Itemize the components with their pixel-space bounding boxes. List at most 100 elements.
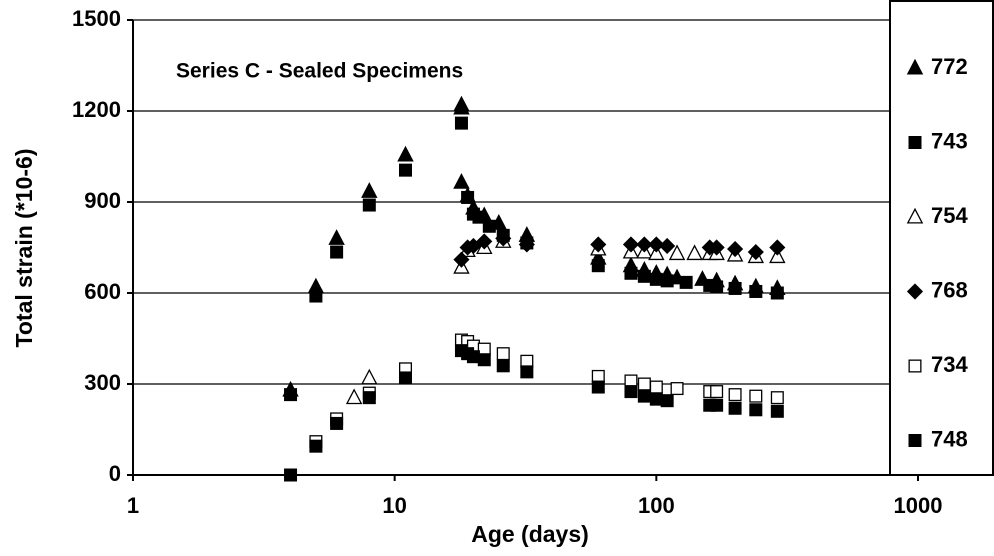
marker-square [637, 377, 651, 391]
y-tick-label: 0 [109, 461, 121, 486]
marker-square [637, 269, 651, 283]
marker-triangle [668, 244, 686, 261]
marker-triangle [328, 229, 345, 245]
y-tick-label: 600 [84, 279, 121, 304]
marker-square [398, 371, 412, 385]
marker-square [330, 245, 344, 259]
marker-square [624, 266, 638, 280]
marker-square [749, 403, 763, 417]
marker-square [362, 391, 376, 405]
legend-label: 768 [931, 277, 968, 302]
marker-triangle [361, 182, 378, 198]
marker-triangle [397, 145, 414, 162]
y-tick-label: 1500 [72, 6, 121, 31]
marker-diamond [659, 237, 676, 255]
marker-triangle [769, 247, 786, 264]
marker-square [660, 394, 674, 408]
marker-diamond [906, 283, 924, 300]
marker-triangle [906, 58, 924, 75]
marker-square [679, 275, 693, 289]
marker-diamond [648, 236, 665, 253]
marker-square [908, 135, 922, 149]
legend-label: 743 [931, 128, 968, 153]
marker-diamond [636, 236, 653, 253]
marker-diamond [769, 239, 786, 256]
marker-square [284, 388, 298, 402]
marker-square [330, 416, 344, 430]
marker-diamond [453, 251, 470, 268]
marker-square [710, 398, 724, 412]
marker-triangle [453, 173, 470, 189]
marker-diamond [622, 236, 640, 253]
marker-diamond [495, 230, 512, 247]
marker-square [660, 274, 674, 288]
legend-label: 734 [931, 352, 968, 377]
marker-diamond [708, 239, 725, 256]
marker-diamond [518, 236, 535, 253]
marker-square [591, 369, 605, 383]
marker-square [749, 389, 763, 403]
marker-square [908, 433, 922, 447]
x-tick-label: 100 [638, 493, 675, 518]
marker-square [770, 404, 784, 418]
marker-triangle [453, 98, 470, 115]
marker-square [496, 347, 510, 361]
marker-diamond [747, 243, 764, 261]
marker-square [309, 289, 323, 303]
chart-title: Series C - Sealed Specimens [176, 60, 463, 83]
marker-square [309, 439, 323, 453]
marker-square [624, 374, 638, 388]
marker-diamond [476, 233, 493, 250]
marker-square [749, 284, 763, 298]
y-tick-label: 900 [84, 188, 121, 213]
marker-square [284, 468, 298, 482]
marker-square [728, 388, 742, 402]
marker-square [624, 385, 638, 399]
marker-triangle [906, 207, 924, 224]
marker-triangle [686, 244, 703, 261]
marker-square [472, 210, 486, 224]
marker-square [770, 286, 784, 300]
marker-square [591, 259, 605, 273]
marker-square [482, 219, 496, 233]
marker-square [649, 272, 663, 286]
marker-square [670, 382, 684, 396]
marker-square [477, 342, 491, 356]
y-tick-label: 300 [84, 370, 121, 395]
marker-square [710, 385, 724, 399]
x-tick-label: 10 [382, 493, 406, 518]
legend-label: 754 [931, 203, 968, 228]
marker-square [520, 365, 534, 379]
marker-square [454, 116, 468, 130]
marker-diamond [590, 236, 607, 253]
marker-square [496, 359, 510, 373]
marker-square [770, 391, 784, 405]
marker-square [649, 392, 663, 406]
marker-triangle [345, 388, 363, 405]
marker-square [362, 198, 376, 212]
marker-diamond [465, 237, 482, 255]
legend-label: 772 [931, 54, 968, 79]
marker-square [520, 354, 534, 368]
marker-diamond [727, 240, 744, 258]
legend-box [889, 0, 994, 476]
marker-square [710, 280, 724, 294]
legend-label: 748 [931, 426, 968, 451]
marker-square [591, 380, 605, 394]
y-axis-title: Total strain (*10-6) [11, 149, 37, 348]
marker-square [728, 401, 742, 415]
marker-square [649, 380, 663, 394]
marker-triangle [361, 368, 378, 385]
marker-square [461, 190, 475, 204]
marker-square [398, 163, 412, 177]
marker-square [637, 389, 651, 403]
marker-square [477, 353, 491, 367]
y-tick-label: 1200 [72, 97, 121, 122]
x-axis-title: Age (days) [471, 521, 589, 547]
marker-square [466, 350, 480, 364]
x-tick-label: 1 [127, 493, 139, 518]
x-tick-label: 1000 [894, 493, 943, 518]
marker-square [908, 359, 922, 373]
